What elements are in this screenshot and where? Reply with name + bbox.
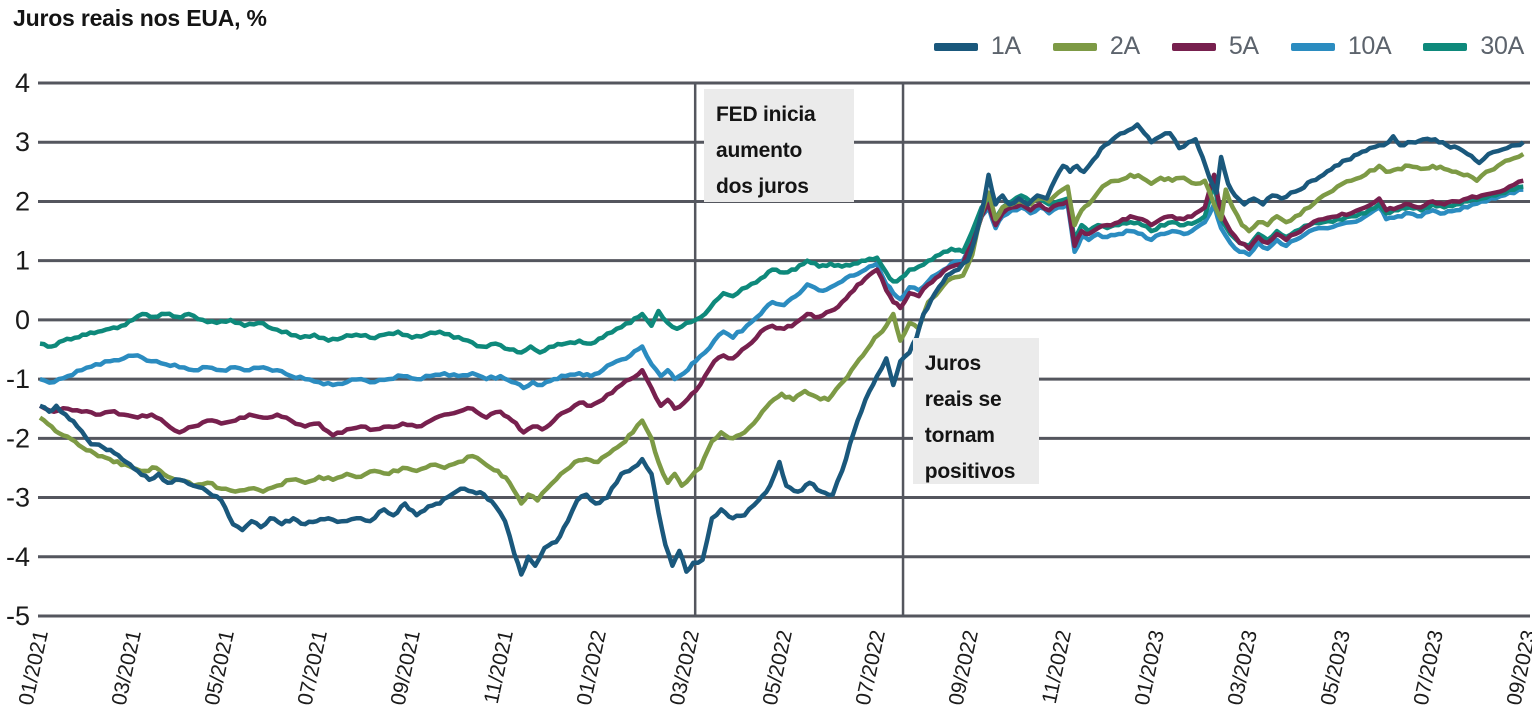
legend-item-2A: 2A (1052, 32, 1140, 61)
x-tick-label: 05/2021 (201, 628, 239, 707)
x-tick-label: 11/2022 (1038, 628, 1076, 706)
y-tick-label: -1 (6, 364, 30, 394)
x-tick-label: 07/2021 (294, 628, 332, 707)
y-tick-label: 3 (15, 127, 30, 157)
series-line-10A (39, 187, 1524, 391)
y-tick-label: 2 (15, 186, 30, 216)
legend-label: 2A (1109, 32, 1140, 60)
legend-item-30A: 30A (1423, 32, 1524, 61)
legend-swatch-2A (1052, 42, 1097, 51)
y-tick-label: 0 (15, 305, 30, 335)
x-tick-label: 03/2021 (108, 628, 146, 707)
y-tick-label: -3 (6, 483, 30, 513)
legend-swatch-1A (933, 42, 978, 51)
y-tick-label: -4 (6, 542, 30, 572)
x-tick-label: 01/2022 (573, 628, 611, 707)
x-tick-label: 05/2023 (1317, 628, 1355, 707)
legend-label: 30A (1480, 32, 1524, 60)
legend-swatch-30A (1423, 42, 1468, 51)
x-tick-label: 01/2023 (1131, 628, 1169, 707)
legend: 1A 2A 5A 10A 30A (933, 32, 1524, 61)
legend-label: 10A (1347, 32, 1392, 60)
legend-swatch-10A (1290, 42, 1335, 51)
x-tick-label: 01/2021 (15, 628, 53, 707)
series-line-1A (39, 122, 1525, 577)
x-tick-label: 03/2023 (1224, 628, 1262, 707)
y-tick-label: -5 (6, 601, 30, 631)
series-line-5A (38, 172, 1524, 438)
y-tick-label: -2 (6, 423, 30, 453)
y-tick-label: 4 (15, 68, 30, 98)
legend-item-5A: 5A (1171, 32, 1259, 61)
x-tick-label: 05/2022 (759, 628, 797, 707)
annotation-fed-hike: FED inicia aumento dos juros (704, 88, 855, 202)
legend-label: 5A (1228, 32, 1259, 60)
legend-label: 1A (990, 32, 1021, 60)
x-tick-label: 07/2022 (852, 628, 890, 707)
legend-item-10A: 10A (1290, 32, 1392, 61)
y-tick-label: 1 (15, 246, 30, 276)
x-tick-label: 09/2022 (945, 628, 983, 707)
x-tick-label: 11/2021 (480, 628, 518, 706)
legend-item-1A: 1A (933, 32, 1021, 61)
annotation-real-rates-positive: Juros reais se tornam positivos (912, 337, 1039, 484)
legend-swatch-5A (1171, 42, 1216, 51)
x-tick-label: 09/2021 (387, 628, 425, 707)
x-tick-label: 09/2023 (1503, 628, 1532, 707)
x-tick-label: 03/2022 (666, 628, 704, 707)
chart-title: Juros reais nos EUA, % (13, 5, 267, 31)
series-line-2A (38, 152, 1525, 506)
x-tick-label: 07/2023 (1410, 628, 1448, 707)
